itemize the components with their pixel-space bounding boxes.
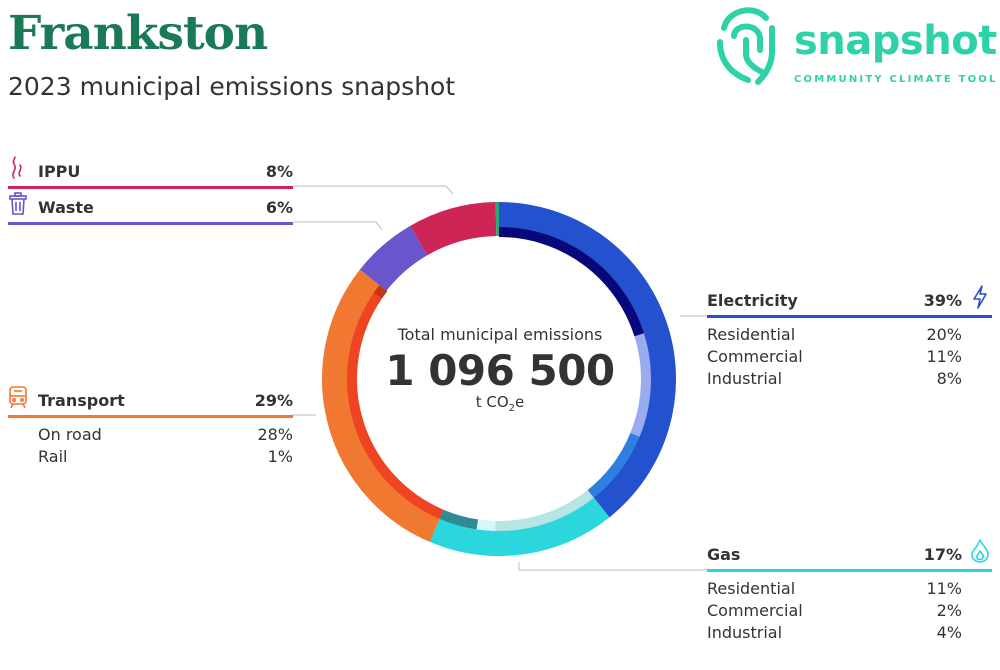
outer-ring: [322, 202, 676, 556]
lightning-icon: [973, 285, 987, 309]
snapshot-logo: snapshot COMMUNITY CLIMATE TOOL: [714, 0, 1000, 90]
subcategory-rail: Rail 1%: [38, 447, 293, 469]
outer-slice-waste: [359, 225, 428, 292]
subcategory-percent: 28%: [257, 425, 293, 444]
fingerprint-icon: [717, 7, 775, 85]
category-electricity: Electricity 39%: [707, 285, 992, 318]
unit-prefix: t CO: [475, 393, 509, 411]
train-icon: [9, 386, 27, 409]
subcategory-name: Residential: [707, 579, 796, 598]
subcategory-percent: 8%: [936, 369, 962, 388]
subcategory-percent: 11%: [926, 347, 962, 366]
outer-slice-ippu: [410, 202, 497, 256]
subcategory-gas-industrial: Industrial 4%: [707, 623, 962, 645]
category-transport: Transport 29%: [8, 386, 293, 418]
subcategory-electricity-industrial: Industrial 8%: [707, 369, 962, 391]
category-percent: 17%: [923, 545, 962, 564]
outer-slice-electricity: [498, 202, 676, 518]
subcategory-gas-residential: Residential 11%: [707, 579, 962, 601]
inner-ring: [347, 227, 651, 531]
category-name: Gas: [707, 545, 741, 564]
subcategory-percent: 1%: [267, 447, 293, 466]
category-percent: 29%: [254, 391, 293, 410]
subcategory-name: On road: [38, 425, 102, 444]
outer-slice-transport: [322, 269, 444, 542]
inner-slice-transport-rail: [373, 285, 388, 299]
subcategory-gas-commercial: Commercial 2%: [707, 601, 962, 623]
category-percent: 8%: [265, 162, 293, 181]
page-title: Frankston: [8, 6, 268, 61]
unit-suffix: e: [515, 393, 525, 411]
subcategory-electricity-residential: Residential 20%: [707, 325, 962, 347]
total-emissions-summary: Total municipal emissions 1 096 500 t CO…: [360, 325, 640, 414]
subcategory-percent: 11%: [926, 579, 962, 598]
category-name: Waste: [38, 198, 94, 217]
inner-slice-gas-residential: [495, 489, 594, 531]
category-percent: 6%: [265, 198, 293, 217]
subcategory-percent: 4%: [936, 623, 962, 642]
category-name: IPPU: [38, 162, 81, 181]
category-name: Transport: [38, 391, 125, 410]
subcategory-name: Rail: [38, 447, 68, 466]
inner-slice-gas-commercial: [476, 519, 496, 531]
subcategory-percent: 20%: [926, 325, 962, 344]
leader-gas: [518, 562, 707, 571]
outer-slice-gas: [429, 490, 610, 556]
inner-slice-transport-on-road: [347, 292, 444, 519]
total-value: 1 096 500: [385, 346, 615, 395]
flame-icon: [971, 539, 989, 563]
leader-waste: [293, 221, 383, 231]
category-ippu: IPPU 8%: [8, 156, 293, 189]
leader-lines: [293, 185, 707, 571]
category-gas: Gas 17%: [707, 539, 992, 572]
subcategory-name: Residential: [707, 325, 796, 344]
subcategory-name: Industrial: [707, 369, 783, 388]
subcategory-name: Industrial: [707, 623, 783, 642]
subcategory-electricity-commercial: Commercial 11%: [707, 347, 962, 369]
category-percent: 39%: [923, 291, 962, 310]
logo-wordmark: snapshot: [794, 18, 997, 64]
subcategory-name: Commercial: [707, 347, 803, 366]
subcategory-percent: 2%: [936, 601, 962, 620]
total-label: Total municipal emissions: [397, 325, 603, 344]
bin-icon: [9, 192, 27, 215]
category-waste: Waste 6%: [8, 192, 293, 225]
inner-slice-electricity-residential: [498, 227, 644, 337]
subcategory-on-road: On road 28%: [38, 425, 293, 447]
leader-ippu: [293, 185, 454, 195]
inner-slice-electricity-industrial: [587, 433, 640, 498]
subcategory-name: Commercial: [707, 601, 803, 620]
inner-slice-electricity-commercial: [630, 333, 651, 437]
logo-tagline: COMMUNITY CLIMATE TOOL: [794, 74, 998, 85]
page-subtitle: 2023 municipal emissions snapshot: [8, 72, 456, 101]
category-name: Electricity: [707, 291, 798, 310]
unit-subscript: 2: [508, 403, 516, 414]
total-unit: t CO2e: [360, 393, 640, 414]
inner-slice-gas-industrial: [439, 509, 479, 530]
smoke-icon: [12, 156, 22, 179]
